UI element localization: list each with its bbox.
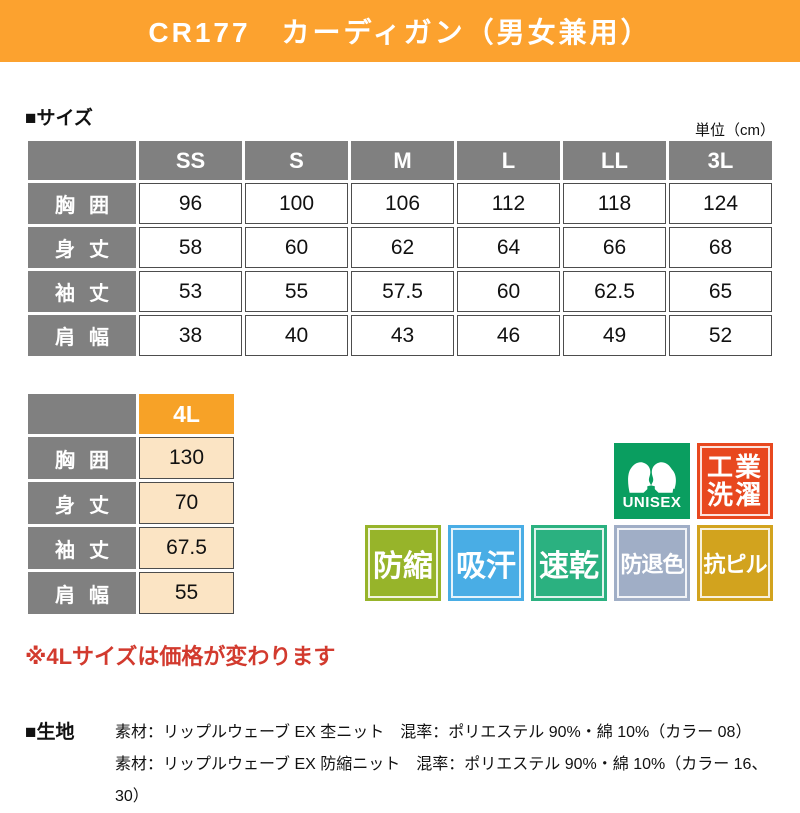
cell: 66 (563, 227, 666, 268)
fabric-heading: ■生地 (25, 722, 75, 743)
industrial-wash-line1: 工業 (706, 451, 763, 482)
fabric-material-line: 素材：リップルウェーブ EX 杢ニット 混率：ポリエステル 90%・綿 10%（… (115, 724, 752, 741)
industrial-wash-badge: 工業 洗濯 (697, 443, 773, 519)
shrink-proof-label: 防縮 (373, 550, 433, 583)
table-row-shoulder-width: 肩幅 38 40 43 46 49 52 (28, 315, 772, 356)
cell: 60 (245, 227, 348, 268)
unisex-faces-icon (628, 461, 676, 493)
col-l: L (457, 141, 560, 180)
cell: 52 (669, 315, 772, 356)
fabric-lines: 素材：リップルウェーブ EX 杢ニット 混率：ポリエステル 90%・綿 10%（… (115, 717, 775, 813)
fade-resistant-label: 防退色 (620, 552, 684, 577)
cell: 43 (351, 315, 454, 356)
cell: 64 (457, 227, 560, 268)
sweat-absorbent-label: 吸汗 (456, 550, 516, 583)
row-label-chest: 胸囲 (28, 183, 136, 224)
table-row-body-length-4l: 身丈 70 (28, 482, 234, 524)
cell: 62 (351, 227, 454, 268)
cell: 55 (245, 271, 348, 312)
anti-pilling-label: 抗ピル (703, 552, 767, 577)
col-ll: LL (563, 141, 666, 180)
corner-cell (28, 141, 136, 180)
table-row-sleeve-length-4l: 袖丈 67.5 (28, 527, 234, 569)
unit-label: 単位（cm） (695, 122, 775, 139)
table-row-shoulder-width-4l: 肩幅 55 (28, 572, 234, 614)
fabric-material-line: 素材：リップルウェーブ EX 防縮ニット 混率：ポリエステル 90%・綿 10%… (115, 756, 768, 805)
row-label-sleeve-length-4l: 袖丈 (28, 527, 136, 569)
lower-block: 4L 胸囲 130 身丈 70 袖丈 67.5 肩幅 55 (25, 391, 775, 614)
cell: 62.5 (563, 271, 666, 312)
table-row-chest-4l: 胸囲 130 (28, 437, 234, 479)
size-heading: ■サイズ (25, 108, 93, 129)
table-row-chest: 胸囲 96 100 106 112 118 124 (28, 183, 772, 224)
size-4l-table: 4L 胸囲 130 身丈 70 袖丈 67.5 肩幅 55 (25, 391, 237, 617)
cell: 100 (245, 183, 348, 224)
cell: 58 (139, 227, 242, 268)
anti-pilling-badge: 抗ピル (697, 525, 773, 601)
cell-4l: 67.5 (139, 527, 234, 569)
price-note: ※4Lサイズは価格が変わります (25, 644, 336, 669)
cell: 53 (139, 271, 242, 312)
col-3l: 3L (669, 141, 772, 180)
col-m: M (351, 141, 454, 180)
shrink-proof-badge: 防縮 (365, 525, 441, 601)
industrial-wash-line2: 洗濯 (706, 480, 763, 510)
row-label-chest-4l: 胸囲 (28, 437, 136, 479)
cell: 68 (669, 227, 772, 268)
cell-4l: 130 (139, 437, 234, 479)
cell: 57.5 (351, 271, 454, 312)
row-label-sleeve-length: 袖丈 (28, 271, 136, 312)
size-4l-header-row: 4L (28, 394, 234, 434)
size-section-head: ■サイズ 単位（cm） (25, 103, 775, 139)
row-label-body-length: 身丈 (28, 227, 136, 268)
cell: 46 (457, 315, 560, 356)
cell: 40 (245, 315, 348, 356)
fabric-section: ■生地 素材：リップルウェーブ EX 杢ニット 混率：ポリエステル 90%・綿 … (25, 717, 775, 813)
cell: 65 (669, 271, 772, 312)
sweat-absorbent-badge: 吸汗 (448, 525, 524, 601)
col-4l: 4L (139, 394, 234, 434)
page-title: CR177 カーディガン（男女兼用） (148, 17, 652, 48)
row-label-body-length-4l: 身丈 (28, 482, 136, 524)
cell-4l: 70 (139, 482, 234, 524)
row-label-shoulder-width: 肩幅 (28, 315, 136, 356)
row-label-shoulder-width-4l: 肩幅 (28, 572, 136, 614)
cell-4l: 55 (139, 572, 234, 614)
unisex-label: UNISEX (622, 493, 682, 511)
cell: 118 (563, 183, 666, 224)
col-s: S (245, 141, 348, 180)
cell: 124 (669, 183, 772, 224)
fade-resistant-badge: 防退色 (614, 525, 690, 601)
cell: 60 (457, 271, 560, 312)
cell: 106 (351, 183, 454, 224)
title-band: CR177 カーディガン（男女兼用） (0, 0, 800, 62)
cell: 49 (563, 315, 666, 356)
badge-row-bottom: 防縮 吸汗 速乾 防退色 抗ピル (365, 525, 773, 601)
cell: 38 (139, 315, 242, 356)
quick-dry-label: 速乾 (539, 550, 599, 583)
cell: 112 (457, 183, 560, 224)
table-row-sleeve-length: 袖丈 53 55 57.5 60 62.5 65 (28, 271, 772, 312)
table-row-body-length: 身丈 58 60 62 64 66 68 (28, 227, 772, 268)
quick-dry-badge: 速乾 (531, 525, 607, 601)
unisex-badge: UNISEX (614, 443, 690, 519)
feature-badges: UNISEX 工業 洗濯 防縮 吸汗 速乾 防退色 抗ピル (365, 443, 773, 601)
col-ss: SS (139, 141, 242, 180)
size-table: SS S M L LL 3L 胸囲 96 100 106 112 118 124… (25, 138, 775, 359)
corner-cell-4l (28, 394, 136, 434)
badge-row-top: UNISEX 工業 洗濯 (614, 443, 773, 519)
size-table-header-row: SS S M L LL 3L (28, 141, 772, 180)
cell: 96 (139, 183, 242, 224)
